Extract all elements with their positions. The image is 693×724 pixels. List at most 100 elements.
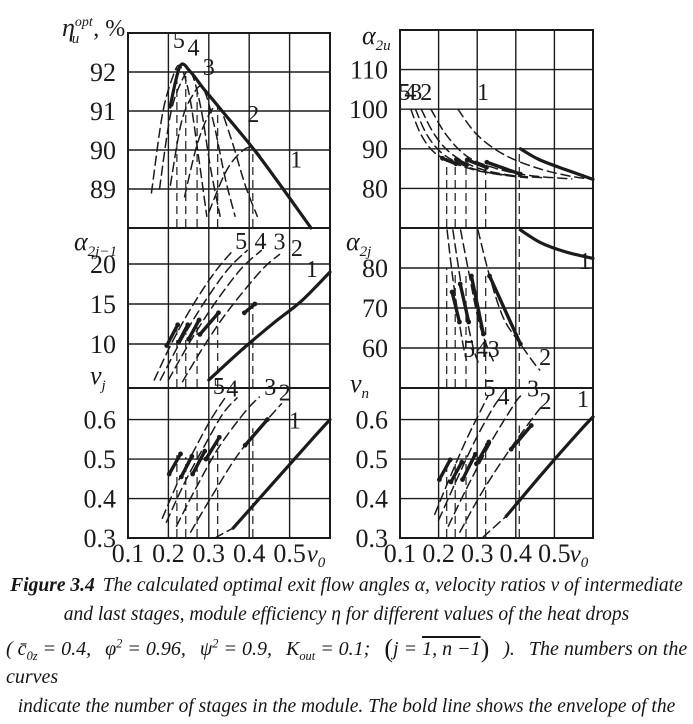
curve-number-label: 4 xyxy=(255,229,267,255)
math-close-paren: ). xyxy=(503,637,515,660)
envelope-node-dot xyxy=(453,161,459,167)
y-axis-label-alpha-2u: α2u xyxy=(362,21,391,54)
envelope-node-dot xyxy=(178,451,183,457)
plot-module-efficiency: 5 43 2 1 92 91 90 89 ηopt u, % xyxy=(62,13,331,230)
phi-symbol: φ xyxy=(105,637,117,660)
k-symbol: K xyxy=(286,637,300,660)
envelope-node-dot xyxy=(186,336,192,342)
curve-1 xyxy=(207,270,332,382)
math-open-paren: ( xyxy=(6,637,13,660)
envelope-node-dot xyxy=(469,273,474,279)
c-value: = 0.4, xyxy=(42,637,92,660)
envelope-node-dot xyxy=(518,341,523,347)
envelope-node-dot xyxy=(203,456,209,462)
j-open-paren: ( xyxy=(384,633,394,663)
k-value: = 0.1; xyxy=(320,637,371,660)
envelope-node-dot xyxy=(242,442,248,448)
envelope-node-dot xyxy=(197,332,203,337)
x-tick-label: 0.1 xyxy=(384,539,417,568)
envelope-node-dot xyxy=(484,165,489,170)
envelope-node-dot xyxy=(252,301,258,307)
curve-3 xyxy=(169,85,236,218)
plot-alpha-2j: 5 4 3 2 1 80 70 60 α2j xyxy=(346,227,595,389)
envelope-node-dot xyxy=(528,423,534,428)
curve-env-3 xyxy=(186,318,201,341)
envelope-node-dot xyxy=(486,439,492,445)
curve-number-label: 4 xyxy=(476,337,488,363)
y-axis-label-alpha-2j-1: α2j−1 xyxy=(74,227,117,260)
curve-5 xyxy=(433,395,489,516)
x-axis-label-nu0: ν0 xyxy=(307,541,326,571)
x-tick-label: 0.3 xyxy=(193,539,226,568)
x-tick-label: 0.1 xyxy=(112,539,145,568)
envelope-node-dot xyxy=(264,417,270,422)
envelope-node-dot xyxy=(460,477,465,482)
curve-number-label: 5 xyxy=(173,28,185,54)
y-tick-label: 15 xyxy=(90,290,116,319)
curve-env-2 xyxy=(485,160,523,176)
y-tick-label: 0.6 xyxy=(356,406,389,435)
caption-math-tail: The numbers on the curves xyxy=(6,637,688,689)
y-axis-label-module-efficiency: ηopt u, % xyxy=(62,13,125,47)
caption-line-4: indicate the number of stages in the mod… xyxy=(17,696,676,718)
envelope-node-dot xyxy=(518,171,523,177)
envelope-node-dot xyxy=(241,310,247,316)
caption-math-line: ( c̄0z = 0.4, φ2 = 0.96, ψ2 = 0.9, Kout … xyxy=(2,633,691,691)
x-tick-label: 0.2 xyxy=(152,539,185,568)
curve-number-label: 5 xyxy=(235,229,247,255)
curve-env-2 xyxy=(487,274,523,346)
envelope-node-dot xyxy=(474,461,479,467)
curve-env-2b xyxy=(243,417,270,447)
envelope-node-dot xyxy=(166,471,172,477)
curve-3 xyxy=(420,108,544,179)
curve-1-lead xyxy=(214,527,234,539)
curve-env-3 xyxy=(469,274,486,336)
envelope-node-dot xyxy=(175,322,181,328)
curve-2 xyxy=(181,253,281,383)
c-bar-symbol: c̄ xyxy=(17,637,27,660)
curve-3 xyxy=(459,229,495,363)
envelope-node-dot xyxy=(440,155,445,161)
curve-number-label: 4 xyxy=(404,80,416,106)
j-equals: j = xyxy=(393,637,418,660)
y-tick-label: 60 xyxy=(362,334,388,363)
curve-env-5 xyxy=(167,452,183,476)
y-tick-label: 89 xyxy=(90,175,116,204)
plot-border xyxy=(399,29,594,229)
y-axis-label-nu-n: νn xyxy=(350,369,369,402)
curve-number-label: 5 xyxy=(213,374,225,400)
curve-env-4 xyxy=(449,460,464,484)
envelope-node-dot xyxy=(472,451,478,457)
x-tick-label: 0.2 xyxy=(422,539,455,568)
y-tick-label: 70 xyxy=(362,294,388,323)
curve-1 xyxy=(231,418,332,530)
caption-line-2: and last stages, module efficiency η for… xyxy=(63,604,630,626)
envelope-node-dot xyxy=(464,162,470,168)
psi-symbol: ψ xyxy=(199,637,213,660)
curve-1 xyxy=(518,228,595,260)
phi-value: = 0.96, xyxy=(127,637,186,660)
x-tick-label: 0.5 xyxy=(538,539,571,568)
curve-env-2b xyxy=(509,423,533,451)
curve-env-4 xyxy=(179,454,194,479)
y-tick-label: 0.4 xyxy=(84,485,117,514)
curve-env-2 xyxy=(204,435,222,461)
figure-caption: Figure 3.4 The calculated optimal exit fl… xyxy=(0,574,693,724)
y-tick-label: 0.6 xyxy=(84,406,117,435)
curve-envelope xyxy=(168,62,313,230)
envelope-node-dot xyxy=(448,479,454,485)
envelope-node-dot xyxy=(176,340,181,345)
envelope-node-dot xyxy=(447,457,453,463)
envelope-node-dot xyxy=(457,319,462,325)
plot-border xyxy=(399,387,594,539)
curve-3 xyxy=(167,249,263,381)
curve-number-label: 3 xyxy=(527,377,539,403)
curve-1 xyxy=(504,415,595,518)
curve-number-label: 3 xyxy=(203,55,215,81)
curve-env-5 xyxy=(450,290,462,324)
